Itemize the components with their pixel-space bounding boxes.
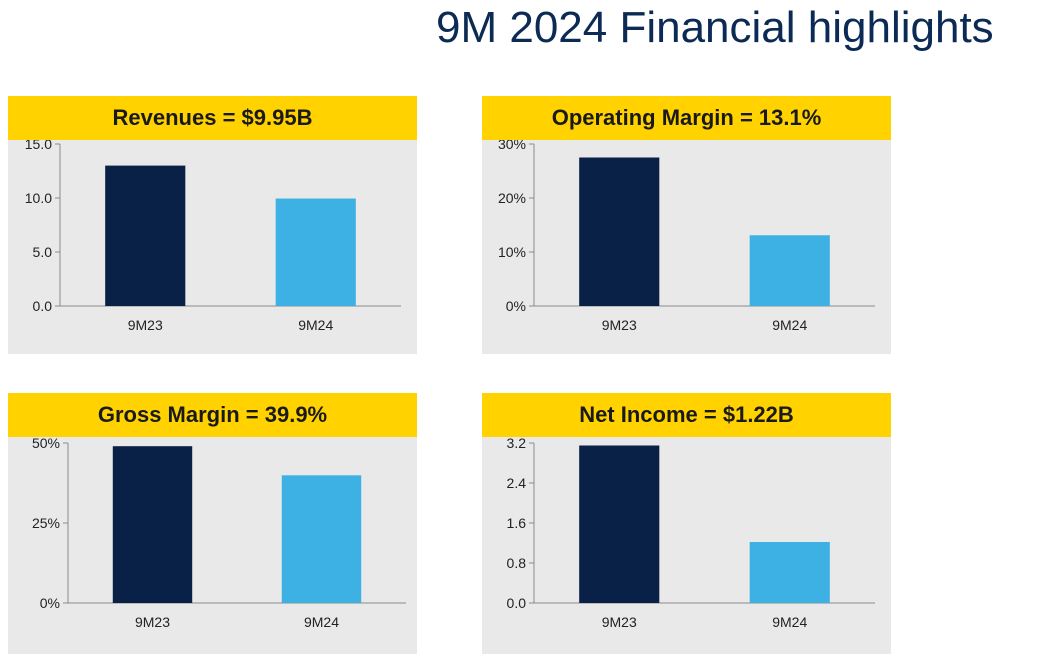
bar-9m23 <box>579 157 660 306</box>
bar-9m24 <box>275 198 356 306</box>
bar-9m24 <box>749 542 830 603</box>
x-tick-label: 9M24 <box>304 614 339 630</box>
y-tick-label: 0.0 <box>33 298 53 314</box>
page-title: 9M 2024 Financial highlights <box>436 3 994 52</box>
x-tick-label: 9M24 <box>772 614 807 630</box>
y-tick-label: 10% <box>498 244 526 260</box>
gross-margin-chart-body: 0% 25% 50% 9M23 9M24 <box>8 437 417 654</box>
x-tick-label: 9M23 <box>128 317 163 333</box>
y-tick-label: 0% <box>40 595 60 611</box>
net-income-chart-body: 0.0 0.8 1.6 2.4 3.2 9M23 9M24 <box>482 437 891 654</box>
net-income-chart-title: Net Income = $1.22B <box>482 393 891 437</box>
x-tick-label: 9M23 <box>602 614 637 630</box>
x-tick-label: 9M24 <box>772 317 807 333</box>
operating-margin-chart-body: 0% 10% 20% 30% 9M23 9M24 <box>482 140 891 354</box>
revenues-bar-chart: 0.0 5.0 10.0 15.0 9M23 9M24 <box>25 140 401 333</box>
y-tick-label: 10.0 <box>25 190 52 206</box>
net-income-bar-chart: 0.0 0.8 1.6 2.4 3.2 9M23 9M24 <box>507 437 875 630</box>
gross-margin-bar-chart: 0% 25% 50% 9M23 9M24 <box>32 437 406 630</box>
y-tick-label: 5.0 <box>33 244 53 260</box>
y-tick-label: 25% <box>32 515 60 531</box>
y-tick-label: 1.6 <box>507 515 527 531</box>
operating-margin-bar-chart: 0% 10% 20% 30% 9M23 9M24 <box>498 140 875 333</box>
y-tick-label: 2.4 <box>507 475 527 491</box>
y-tick-label: 50% <box>32 437 60 451</box>
bar-9m24 <box>749 235 830 306</box>
bar-9m23 <box>579 445 660 603</box>
y-tick-label: 0.0 <box>507 595 527 611</box>
x-tick-label: 9M24 <box>298 317 333 333</box>
gross-margin-chart-title: Gross Margin = 39.9% <box>8 393 417 437</box>
y-tick-label: 20% <box>498 190 526 206</box>
bar-9m23 <box>105 165 186 306</box>
y-tick-label: 15.0 <box>25 140 52 152</box>
bar-9m24 <box>281 475 362 603</box>
x-tick-label: 9M23 <box>602 317 637 333</box>
y-tick-label: 3.2 <box>507 437 527 451</box>
y-tick-label: 30% <box>498 140 526 152</box>
x-tick-label: 9M23 <box>135 614 170 630</box>
revenues-chart-body: 0.0 5.0 10.0 15.0 9M23 9M24 <box>8 140 417 354</box>
revenues-chart-title: Revenues = $9.95B <box>8 96 417 140</box>
operating-margin-chart-title: Operating Margin = 13.1% <box>482 96 891 140</box>
y-tick-label: 0% <box>506 298 526 314</box>
y-tick-label: 0.8 <box>507 555 527 571</box>
bar-9m23 <box>112 446 193 603</box>
